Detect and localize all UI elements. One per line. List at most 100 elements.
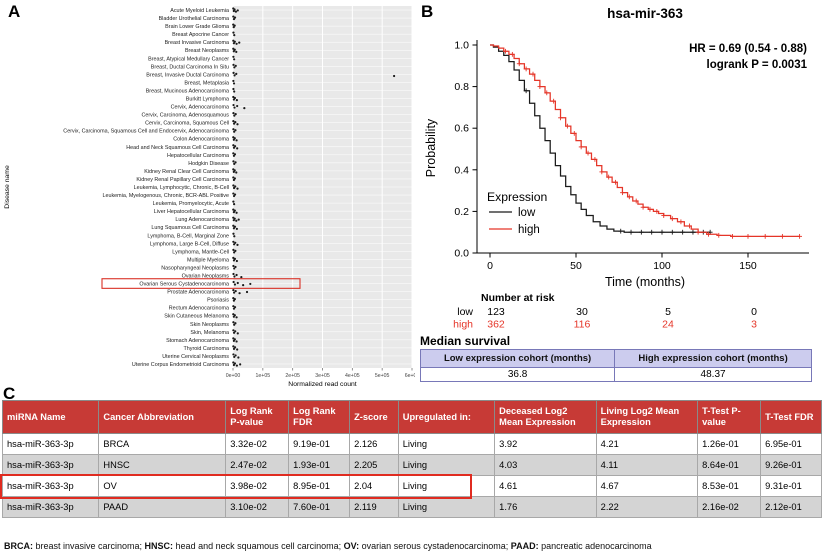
table-cell: 2.205	[349, 454, 399, 477]
table-cell: 3.98e-02	[225, 475, 290, 498]
table-cell: 3.32e-02	[225, 433, 290, 456]
dot-strip	[232, 79, 236, 85]
table-cell: 4.67	[595, 475, 699, 498]
dot-strip	[232, 321, 237, 326]
risk-count: 24	[662, 319, 674, 331]
table-cell: 1.26e-01	[697, 433, 762, 456]
x-tick-label: 2e+05	[285, 373, 300, 379]
disease-label: Cervix, Carcinoma, Squamous Cell	[145, 121, 229, 127]
disease-label: Hodgkin Disease	[188, 161, 229, 167]
disease-label: Skin Neoplasms	[190, 322, 229, 328]
y-tick-label: 0.4	[454, 164, 469, 176]
disease-label: Kidney Renal Clear Cell Carcinoma	[144, 169, 229, 175]
disease-label: Head and Neck Squamous Cell Carcinoma	[126, 145, 229, 151]
disease-label: Ovarian Serous Cystadenocarcinoma	[139, 282, 229, 288]
risk-count: 0	[751, 306, 757, 318]
disease-label: Lymphoma, Mantle-Cell	[172, 249, 229, 255]
disease-label: Prostate Adenocarcinoma	[167, 290, 229, 296]
table-header-cell: T-Test P-value	[697, 399, 762, 435]
x-tick-label: 50	[570, 260, 582, 272]
table-cell: 7.60e-01	[288, 496, 351, 519]
censor-marks-low	[523, 88, 713, 235]
disease-label: Cervix, Carcinoma, Squamous Cell and End…	[63, 129, 229, 135]
median-low-value: 36.8	[419, 367, 616, 382]
dot-strip	[232, 208, 238, 214]
dot-strip	[232, 160, 237, 165]
dot-strip	[232, 7, 239, 13]
dot-strip	[232, 272, 243, 279]
table-cell: 8.64e-01	[697, 454, 762, 477]
dot-strip	[232, 353, 240, 359]
x-tick-label: 0e+00	[226, 373, 241, 379]
table-header-cell: miRNA Name	[1, 399, 100, 435]
legend-entry: high	[518, 224, 540, 236]
dot-strip	[232, 144, 239, 150]
disease-label: Ovarian Neoplasms	[182, 273, 230, 279]
table-cell: 2.126	[349, 433, 399, 456]
disease-label: Bladder Urothelial Carcinoma	[159, 16, 229, 22]
dot-strip	[232, 192, 237, 198]
table-cell: 1.93e-01	[288, 454, 351, 477]
disease-label: Burkitt Lymphoma	[186, 97, 229, 103]
table-cell: 8.53e-01	[697, 475, 762, 498]
dot-strip	[232, 216, 240, 222]
dot-strip	[232, 120, 239, 126]
footnote-desc: breast invasive carcinoma;	[33, 541, 145, 551]
dot-strip	[232, 15, 237, 21]
x-tick-label: 5e+05	[375, 373, 390, 379]
table-cell: 2.22	[595, 496, 699, 519]
table-cell: 4.21	[595, 433, 699, 456]
table-header-cell: Cancer Abbreviation	[98, 399, 227, 435]
y-tick-label: 0.2	[454, 206, 469, 218]
table-cell: BRCA	[98, 433, 227, 456]
disease-label: Breast, Ductal Carcinoma In Situ	[151, 64, 229, 70]
table-cell: hsa-miR-363-3p	[1, 433, 100, 456]
dot-strip	[232, 200, 236, 206]
median-low-header: Low expression cohort (months)	[419, 349, 616, 368]
dot-strip	[232, 136, 238, 142]
table-cell: 2.119	[349, 496, 399, 519]
median-survival-header-row: Low expression cohort (months) High expr…	[419, 349, 812, 368]
disease-label: Hepatocellular Carcinoma	[167, 153, 229, 159]
median-survival-table: Low expression cohort (months) High expr…	[419, 349, 812, 382]
table-cell: PAAD	[98, 496, 227, 519]
dot-strip	[232, 280, 252, 287]
table-cell: 8.95e-01	[288, 475, 351, 498]
disease-label: Multiple Myeloma	[187, 257, 229, 263]
dot-strip	[232, 288, 249, 295]
table-cell: 2.04	[349, 475, 399, 498]
disease-label: Psoriasis	[207, 298, 229, 304]
disease-label: Lymphoma, Large B-Cell, Diffuse	[150, 241, 229, 247]
dot-strip	[232, 313, 238, 319]
dot-strip	[232, 23, 236, 29]
y-axis-label: Probability	[424, 118, 438, 177]
risk-count: 30	[576, 306, 588, 318]
km-title: hsa-mir-363	[607, 6, 683, 21]
x-tick-label: 150	[739, 260, 757, 272]
results-table: miRNA Name Cancer Abbreviation Log Rank P-…	[1, 399, 822, 519]
table-cell: 3.92	[494, 433, 597, 456]
disease-label: Breast, Invasive Ductal Carcinoma	[146, 72, 229, 78]
disease-label: Cervix, Adenocarcinoma	[171, 105, 229, 111]
dot-strip	[232, 39, 241, 45]
footnote-desc: pancreatic adenocarcinoma	[538, 541, 652, 551]
disease-label: Uterine Cervical Neoplasms	[162, 354, 229, 360]
dot-strip	[232, 305, 237, 310]
table-cell: 2.47e-02	[225, 454, 290, 477]
dot-strip	[232, 112, 237, 117]
table-header-cell: Z-score	[349, 399, 399, 435]
dot-strip	[232, 256, 238, 263]
table-cell: Living	[397, 475, 496, 498]
disease-label: Leukemia, Promyelocytic, Acute	[153, 201, 229, 207]
panel-a-label: A	[8, 2, 21, 21]
dot-strip	[232, 103, 246, 110]
disease-label: Breast Apocrine Cancer	[172, 32, 229, 38]
disease-label: Liver Hepatocellular Carcinoma	[154, 209, 229, 215]
disease-label: Breast, Atypical Medullary Cancer	[148, 56, 229, 62]
disease-label: Lung Squamous Cell Carcinoma	[151, 225, 229, 231]
dot-strip	[232, 232, 236, 238]
table-cell: 2.16e-02	[697, 496, 762, 519]
table-cell: hsa-miR-363-3p	[1, 454, 100, 477]
